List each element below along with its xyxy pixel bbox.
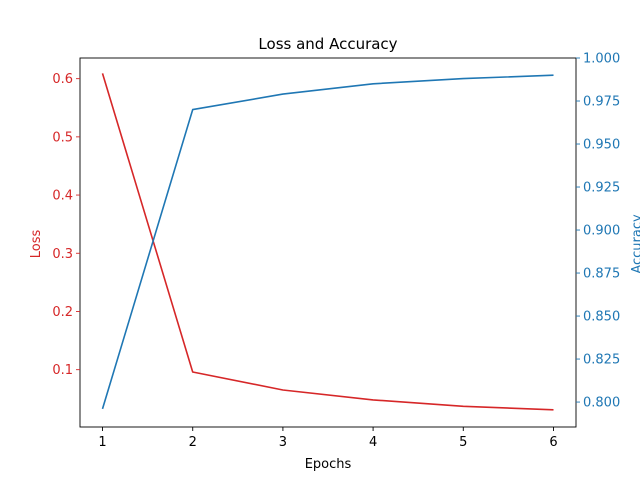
right-tick-label: 0.800: [583, 396, 620, 411]
left-tick-label: 0.4: [52, 189, 73, 204]
right-tick-label: 0.925: [583, 181, 620, 196]
right-tick-label: 1.000: [583, 52, 620, 67]
right-tick-label: 0.975: [583, 95, 620, 110]
plot-frame: [79, 57, 577, 428]
left-axis-title: Loss: [29, 230, 44, 259]
x-axis-title: Epochs: [305, 457, 352, 472]
x-tick-label: 5: [459, 435, 467, 450]
series-line-loss: [101, 73, 554, 411]
right-axis-title: Accuracy: [630, 214, 640, 274]
left-tick-label: 0.2: [52, 305, 73, 320]
left-tick-label: 0.1: [52, 363, 73, 378]
right-tick-label: 0.825: [583, 353, 620, 368]
right-tick-label: 0.900: [583, 224, 620, 239]
chart-title: Loss and Accuracy: [258, 35, 397, 53]
left-tick-label: 0.5: [52, 130, 73, 145]
series-line-accuracy: [101, 74, 554, 410]
x-tick-label: 2: [189, 435, 197, 450]
x-tick-label: 4: [369, 435, 377, 450]
right-tick-label: 0.850: [583, 310, 620, 325]
left-tick-label: 0.6: [52, 72, 73, 87]
x-tick-label: 3: [279, 435, 287, 450]
x-tick-label: 1: [98, 435, 106, 450]
x-tick-label: 6: [549, 435, 557, 450]
left-tick-label: 0.3: [52, 247, 73, 262]
plot-area: 1 2 3 4 5 6 0.1 0.2 0.3 0.4 0.5 0.6 0.800 0.825 0.850 0…: [52, 52, 620, 451]
right-tick-label: 0.950: [583, 138, 620, 153]
right-tick-label: 0.875: [583, 267, 620, 282]
